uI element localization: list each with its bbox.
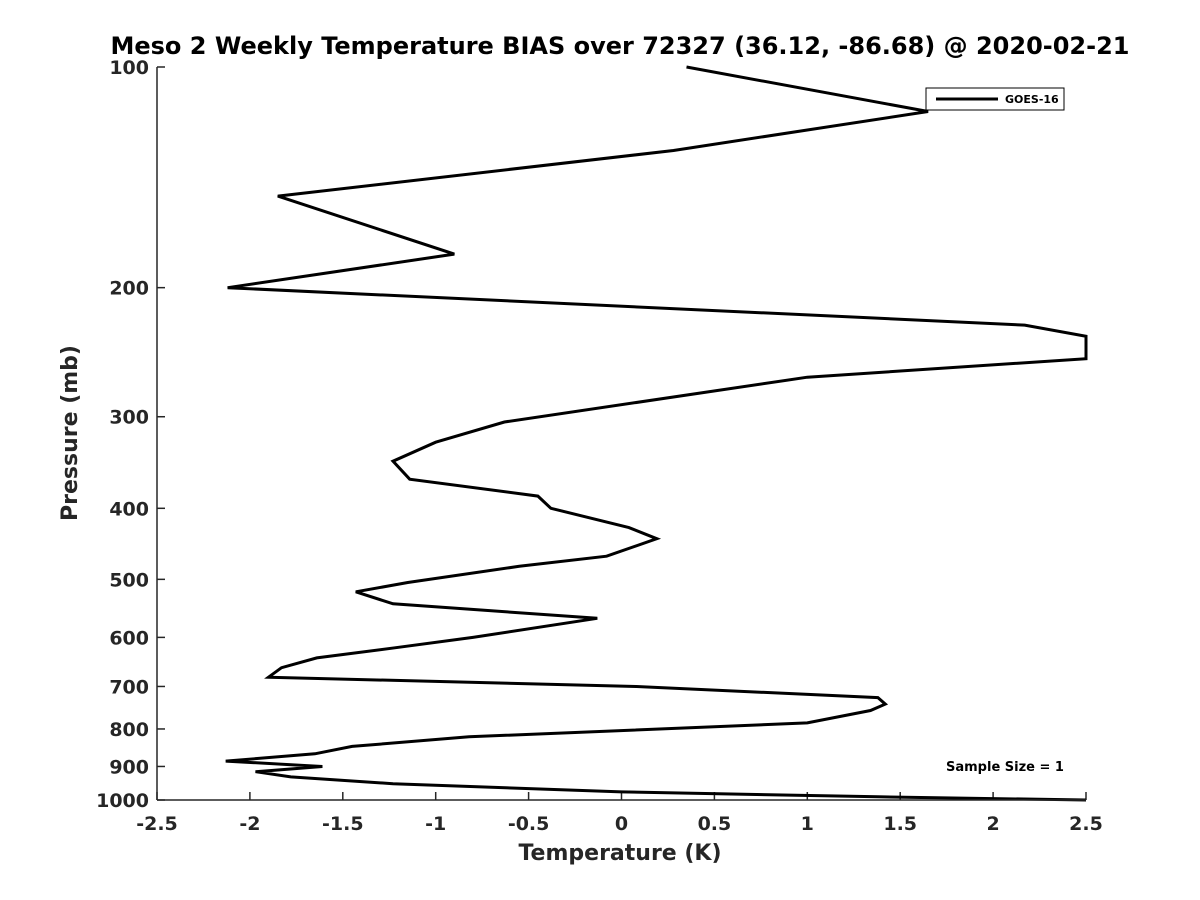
x-tick-label: 1.5: [883, 813, 917, 835]
x-tick-label: -2.5: [136, 813, 178, 835]
x-tick-label: 0: [615, 813, 628, 835]
y-tick-label: 700: [109, 676, 149, 698]
y-tick-label: 200: [109, 278, 149, 300]
x-axis-label: Temperature (K): [518, 841, 721, 866]
x-tick-label: 2.5: [1069, 813, 1103, 835]
legend-entry-goes-16: GOES-16: [1005, 93, 1059, 106]
y-tick-label: 100: [109, 57, 149, 79]
sample-size-annotation: Sample Size = 1: [946, 760, 1064, 775]
x-axis: -2.5 -2 -1.5 -1 -0.5 0 0.5 1 1.5 2 2.5: [136, 792, 1103, 835]
y-axis-label: Pressure (mb): [58, 345, 83, 521]
series-line-goes-16: [225, 65, 1088, 802]
x-tick-label: -1.5: [322, 813, 364, 835]
y-tick-label: 500: [109, 569, 149, 591]
y-tick-label: 1000: [96, 790, 149, 812]
y-tick-label: 300: [109, 407, 149, 429]
y-tick-label: 800: [109, 719, 149, 741]
y-tick-label: 900: [109, 756, 149, 778]
x-tick-label: -2: [239, 813, 260, 835]
y-tick-label: 400: [109, 498, 149, 520]
y-axis: 100 200 300 400 500 600 700 800 900 1000: [96, 57, 165, 812]
legend: GOES-16: [925, 87, 1065, 111]
x-tick-label: -0.5: [508, 813, 550, 835]
chart-title: Meso 2 Weekly Temperature BIAS over 7232…: [110, 32, 1129, 60]
x-tick-label: 0.5: [698, 813, 732, 835]
y-tick-label: 600: [109, 627, 149, 649]
x-tick-label: -1: [425, 813, 446, 835]
x-tick-label: 1: [801, 813, 814, 835]
x-tick-label: 2: [986, 813, 999, 835]
